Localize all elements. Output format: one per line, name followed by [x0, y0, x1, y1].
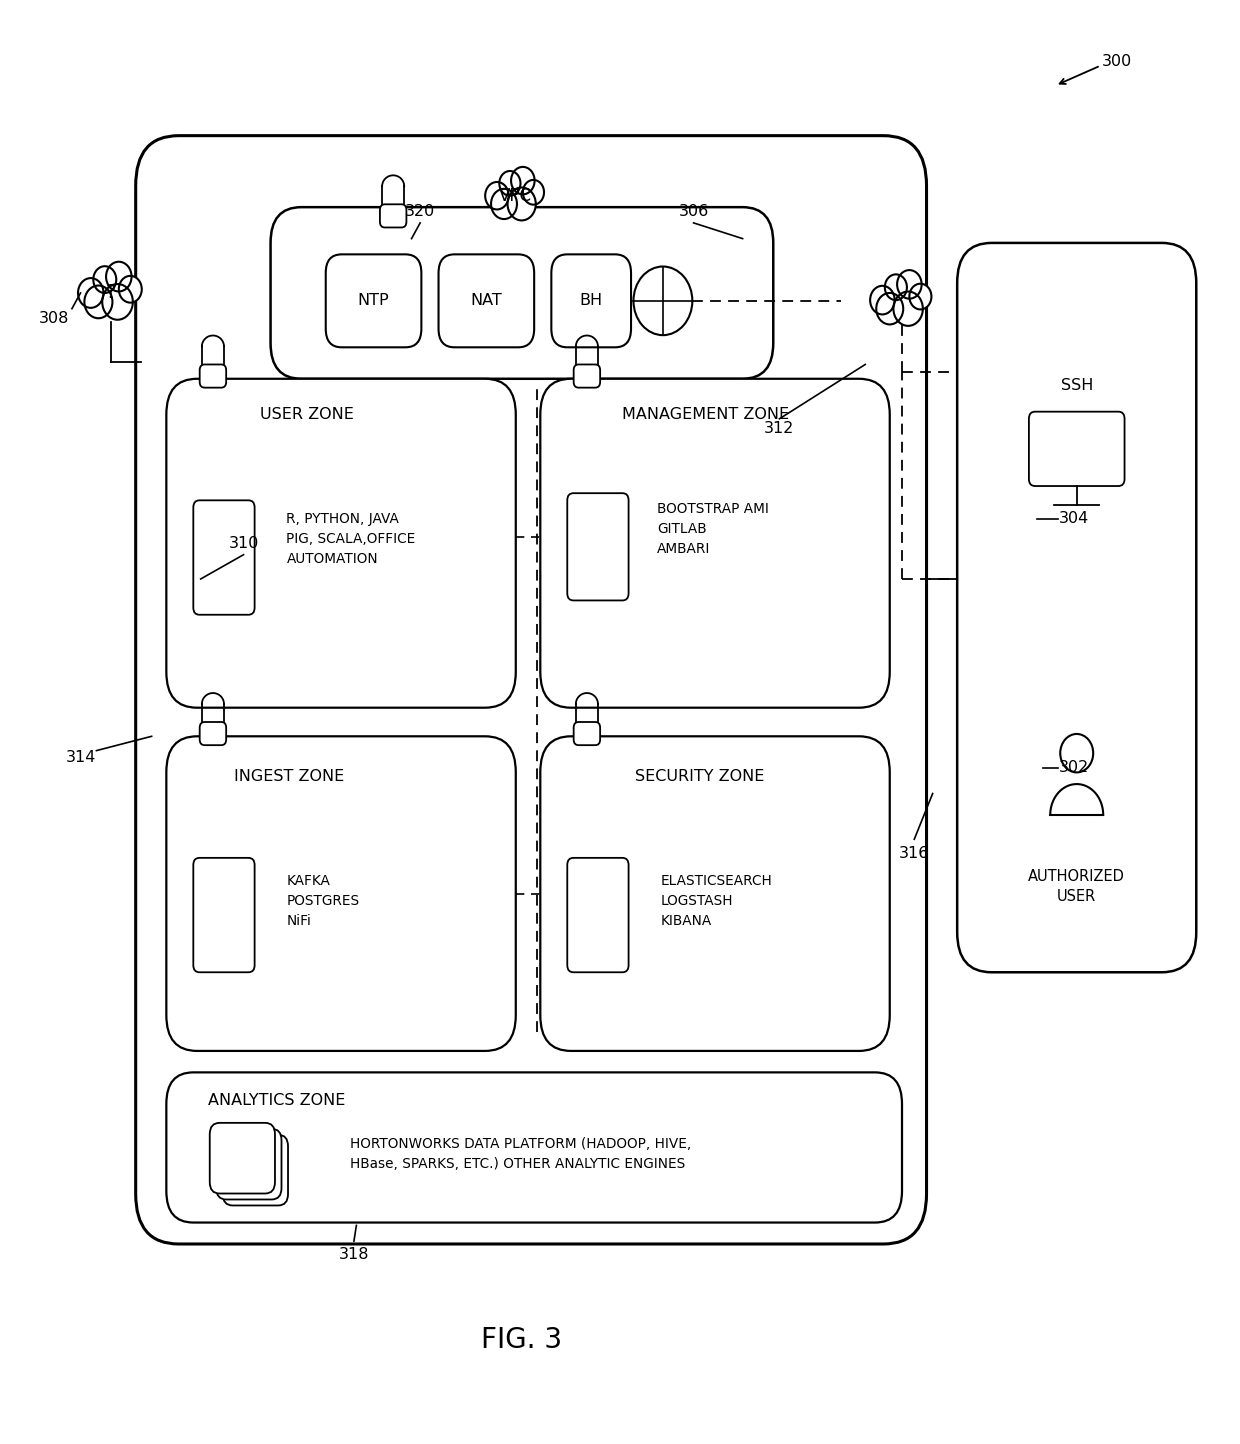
Circle shape	[119, 276, 141, 303]
Circle shape	[897, 270, 921, 299]
FancyBboxPatch shape	[567, 858, 629, 972]
Circle shape	[107, 261, 131, 292]
Circle shape	[491, 189, 517, 219]
FancyBboxPatch shape	[552, 254, 631, 348]
Text: NAT: NAT	[470, 293, 502, 309]
Text: SECURITY ZONE: SECURITY ZONE	[635, 768, 764, 784]
Text: ELASTICSEARCH
LOGSTASH
KIBANA: ELASTICSEARCH LOGSTASH KIBANA	[661, 874, 773, 928]
Circle shape	[523, 180, 544, 205]
Circle shape	[1060, 734, 1094, 773]
Text: 302: 302	[1059, 760, 1089, 775]
FancyBboxPatch shape	[216, 1129, 281, 1200]
FancyBboxPatch shape	[326, 254, 422, 348]
Circle shape	[894, 292, 923, 326]
FancyBboxPatch shape	[193, 858, 254, 972]
Text: 308: 308	[38, 312, 68, 326]
Circle shape	[500, 170, 521, 196]
Circle shape	[507, 188, 536, 221]
Text: AUTHORIZED
USER: AUTHORIZED USER	[1028, 869, 1125, 904]
Text: SSH: SSH	[1060, 378, 1092, 393]
FancyBboxPatch shape	[574, 364, 600, 387]
FancyBboxPatch shape	[200, 364, 226, 387]
Circle shape	[885, 274, 906, 300]
Text: 306: 306	[678, 204, 709, 219]
Text: VPC: VPC	[500, 186, 532, 205]
Text: USER ZONE: USER ZONE	[260, 407, 355, 422]
Circle shape	[877, 293, 903, 325]
Circle shape	[870, 286, 894, 315]
Text: 320: 320	[405, 204, 435, 219]
FancyBboxPatch shape	[439, 254, 534, 348]
FancyBboxPatch shape	[166, 736, 516, 1051]
Text: ANALYTICS ZONE: ANALYTICS ZONE	[208, 1093, 346, 1109]
FancyBboxPatch shape	[957, 243, 1197, 972]
FancyBboxPatch shape	[379, 204, 407, 228]
Text: 316: 316	[899, 846, 930, 861]
Circle shape	[909, 283, 931, 309]
Text: 310: 310	[228, 536, 259, 550]
FancyBboxPatch shape	[223, 1135, 288, 1206]
FancyBboxPatch shape	[574, 722, 600, 745]
Text: MANAGEMENT ZONE: MANAGEMENT ZONE	[622, 407, 790, 422]
Circle shape	[485, 182, 508, 209]
Text: 314: 314	[66, 751, 95, 765]
Circle shape	[634, 267, 692, 335]
Circle shape	[78, 279, 103, 308]
Text: FIG. 3: FIG. 3	[481, 1326, 563, 1354]
Text: NTP: NTP	[357, 293, 389, 309]
Circle shape	[84, 286, 113, 318]
FancyBboxPatch shape	[135, 136, 926, 1243]
FancyBboxPatch shape	[166, 378, 516, 708]
FancyBboxPatch shape	[270, 206, 774, 378]
FancyBboxPatch shape	[193, 500, 254, 615]
FancyBboxPatch shape	[210, 1123, 275, 1194]
Text: INGEST ZONE: INGEST ZONE	[234, 768, 343, 784]
FancyBboxPatch shape	[541, 378, 890, 708]
Text: KAFKA
POSTGRES
NiFi: KAFKA POSTGRES NiFi	[286, 874, 360, 928]
Text: HORTONWORKS DATA PLATFORM (HADOOP, HIVE,
HBase, SPARKS, ETC.) OTHER ANALYTIC ENG: HORTONWORKS DATA PLATFORM (HADOOP, HIVE,…	[350, 1136, 692, 1171]
FancyBboxPatch shape	[166, 1073, 901, 1223]
Text: BH: BH	[579, 293, 603, 309]
Circle shape	[511, 168, 534, 195]
Text: 304: 304	[1059, 511, 1089, 527]
FancyBboxPatch shape	[567, 494, 629, 601]
Circle shape	[93, 266, 117, 293]
Text: BOOTSTRAP AMI
GITLAB
AMBARI: BOOTSTRAP AMI GITLAB AMBARI	[657, 503, 769, 556]
Text: 318: 318	[339, 1246, 370, 1262]
FancyBboxPatch shape	[1029, 412, 1125, 487]
Text: 312: 312	[764, 422, 795, 436]
FancyBboxPatch shape	[200, 722, 226, 745]
Text: ?: ?	[105, 283, 117, 302]
Circle shape	[102, 284, 133, 319]
FancyBboxPatch shape	[541, 736, 890, 1051]
Text: 300: 300	[1101, 53, 1132, 69]
Text: R, PYTHON, JAVA
PIG, SCALA,OFFICE
AUTOMATION: R, PYTHON, JAVA PIG, SCALA,OFFICE AUTOMA…	[286, 511, 415, 566]
